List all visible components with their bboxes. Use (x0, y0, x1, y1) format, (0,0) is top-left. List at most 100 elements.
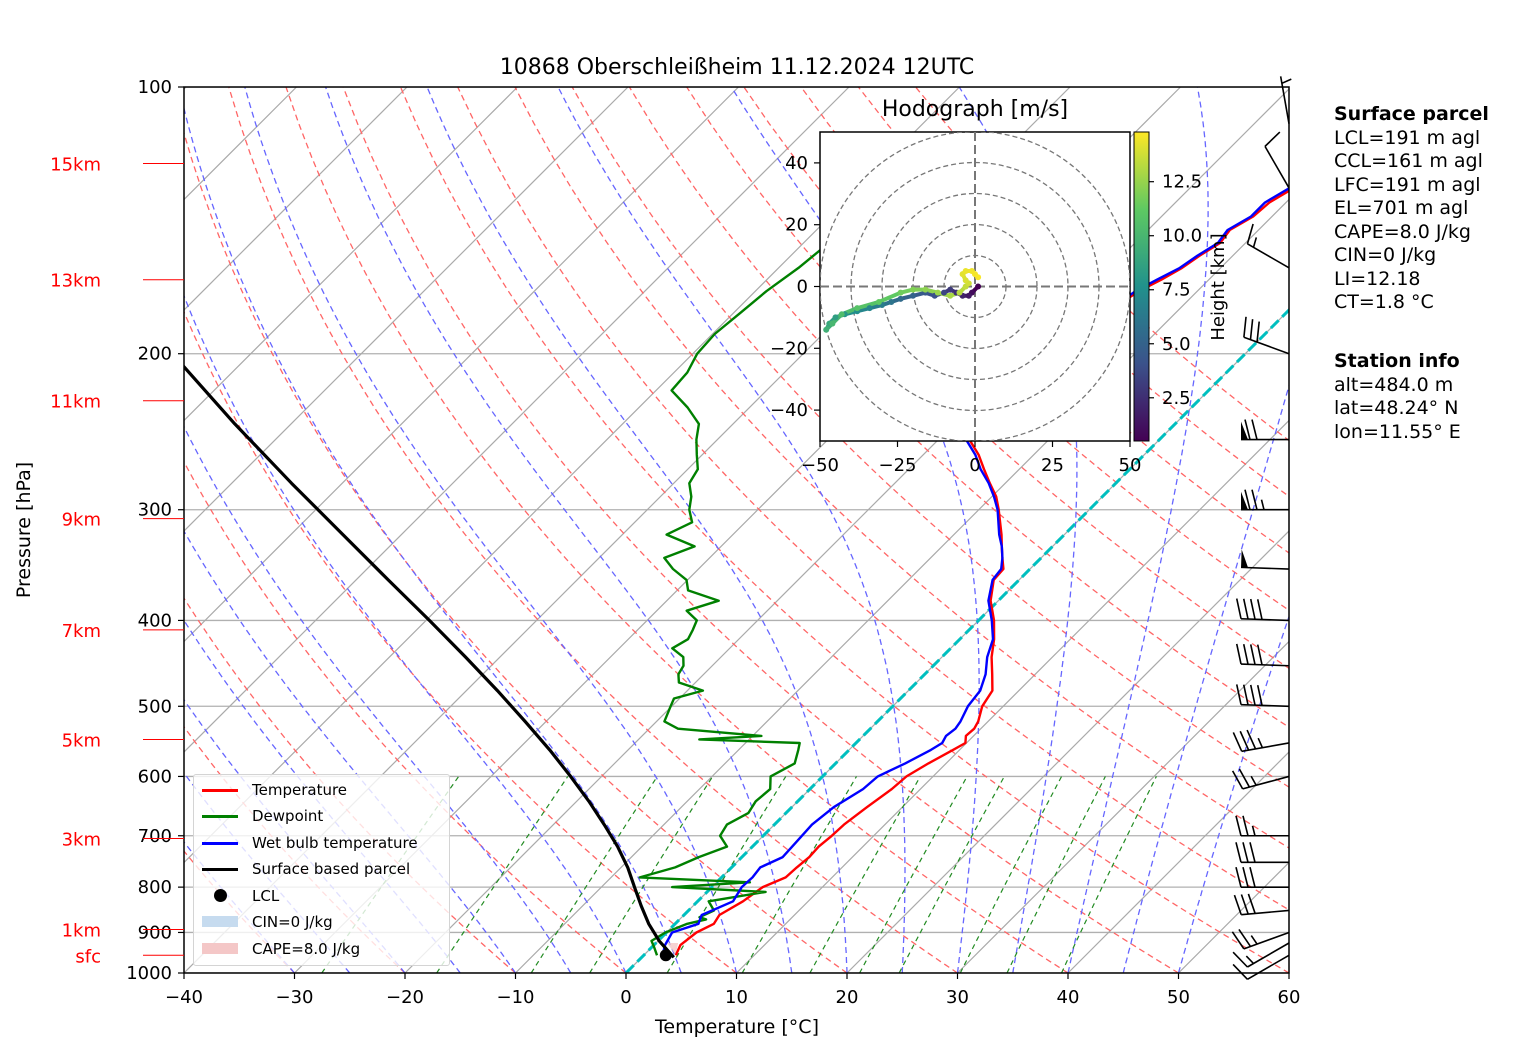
hodograph-segment (855, 299, 881, 311)
hodograph-point (941, 289, 947, 296)
moist-adiabat (1067, 87, 1209, 973)
moist-adiabat (324, 87, 793, 973)
hodograph-point (962, 268, 969, 275)
barb-half (1260, 499, 1265, 510)
isotherm-line (184, 87, 739, 643)
height-label: 15km (50, 155, 101, 176)
colorbar-tick-label: 10.0 (1162, 226, 1202, 247)
y-tick-label: 200 (138, 344, 172, 365)
dry-adiabat (399, 87, 1289, 973)
barb-staff (1243, 931, 1290, 950)
series-dewpoint (638, 162, 988, 956)
barb-full (1247, 893, 1256, 914)
barb-staff (1247, 243, 1290, 269)
legend-item-dewpoint: Dewpoint (202, 804, 323, 828)
y-tick-label: 400 (138, 610, 172, 631)
dry-adiabat (571, 87, 1289, 788)
x-tick-label: 60 (1278, 987, 1301, 1008)
wind-barb (1241, 419, 1289, 441)
wind-barb (1233, 893, 1290, 916)
isotherm-line (515, 198, 1289, 973)
barb-full (1235, 842, 1242, 863)
barb-full (1249, 319, 1254, 340)
hodograph-plot (820, 132, 1130, 441)
wind-barb (1246, 223, 1290, 269)
barb-full (1251, 419, 1258, 440)
hodograph-title: Hodograph [m/s] (882, 97, 1068, 122)
moist-adiabat (557, 87, 906, 973)
wind-barb (1231, 928, 1290, 950)
wind-barb (1264, 131, 1290, 189)
mixing-ratio-line (859, 776, 968, 973)
moist-adiabat (184, 105, 682, 973)
colorbar (1133, 131, 1150, 442)
hodograph-point (956, 289, 963, 296)
moist-adiabat (426, 87, 848, 973)
barb-full (1242, 842, 1249, 863)
y-axis-label: Pressure [hPa] (13, 462, 35, 598)
height-label: 5km (62, 730, 101, 751)
y-tick-label: 800 (138, 877, 172, 898)
surface-parcel-panel: Surface parcel LCL=191 m agl CCL=161 m a… (1334, 103, 1489, 315)
hodograph-y-tick-label: 20 (785, 215, 808, 236)
barb-full (1238, 928, 1252, 947)
zero-isotherm (624, 307, 1289, 973)
mixing-ratio-line (959, 776, 1063, 973)
dry-adiabat (184, 460, 627, 973)
dry-adiabat (857, 87, 1289, 498)
x-axis-label: Temperature [°C] (654, 1016, 819, 1038)
hodograph-y-tick-label: 0 (797, 277, 808, 298)
hodograph-point (947, 286, 954, 293)
mixing-ratio-line (809, 776, 921, 973)
barb-staff (1247, 954, 1290, 980)
legend-item-temperature: Temperature (202, 778, 347, 802)
x-tick-label: 30 (946, 987, 969, 1008)
hodograph-point (922, 286, 929, 293)
hodograph-x-tick-label: 25 (1041, 455, 1064, 476)
legend-label-wetbulb: Wet bulb temperature (252, 834, 418, 852)
colorbar-tick-label: 7.5 (1162, 280, 1191, 301)
hodograph-point (866, 305, 873, 312)
barb-staff (1241, 909, 1290, 916)
barb-full (1256, 685, 1263, 706)
colorbar-tick-label: 5.0 (1162, 334, 1191, 355)
chart-title: 10868 Oberschleißheim 11.12.2024 12UTC (500, 55, 975, 80)
colorbar-tick-label: 12.5 (1162, 172, 1202, 193)
altitude-value: alt=484.0 m (1334, 373, 1454, 396)
barb-full (1249, 598, 1256, 620)
barb-full (1235, 684, 1242, 705)
barb-full (1235, 643, 1242, 665)
isotherm-line (184, 87, 518, 422)
height-label: 13km (50, 271, 101, 292)
y-tick-label: 500 (138, 696, 172, 717)
isotherm-line (184, 87, 850, 753)
barb-full (1240, 894, 1249, 915)
hodograph-x-tick-label: 0 (969, 455, 980, 476)
barb-full (1244, 489, 1251, 510)
legend-item-wetbulb: Wet bulb temperature (202, 831, 418, 855)
legend-label-temperature: Temperature (252, 781, 348, 799)
hodograph-y-tick-label: 40 (785, 153, 808, 174)
x-tick-label: 10 (725, 987, 748, 1008)
barb-flag (1241, 491, 1248, 510)
cape-value: CAPE=8.0 J/kg (1334, 220, 1471, 243)
chart-legend: Temperature Dewpoint Wet bulb temperatur… (193, 774, 450, 966)
mixing-ratio-line (436, 776, 569, 973)
hodograph-point (888, 298, 895, 305)
hodograph-point (838, 311, 845, 318)
barb-flag (1241, 421, 1248, 440)
barb-staff (1241, 663, 1290, 667)
cin-value: CIN=0 J/kg (1334, 244, 1437, 266)
isotherm-line (184, 87, 408, 311)
barb-full (1231, 931, 1245, 950)
hodograph-point (829, 320, 836, 327)
legend-item-cape: CAPE=8.0 J/kg (202, 937, 360, 961)
mixing-ratio-line (589, 776, 714, 973)
moist-adiabat (244, 87, 738, 973)
barb-full (1246, 223, 1254, 245)
dry-adiabat (342, 87, 1179, 973)
x-tick-label: −40 (165, 987, 203, 1008)
hodograph-point (875, 298, 882, 305)
mixing-ratio-line (666, 776, 787, 973)
height-label: 11km (50, 392, 101, 413)
